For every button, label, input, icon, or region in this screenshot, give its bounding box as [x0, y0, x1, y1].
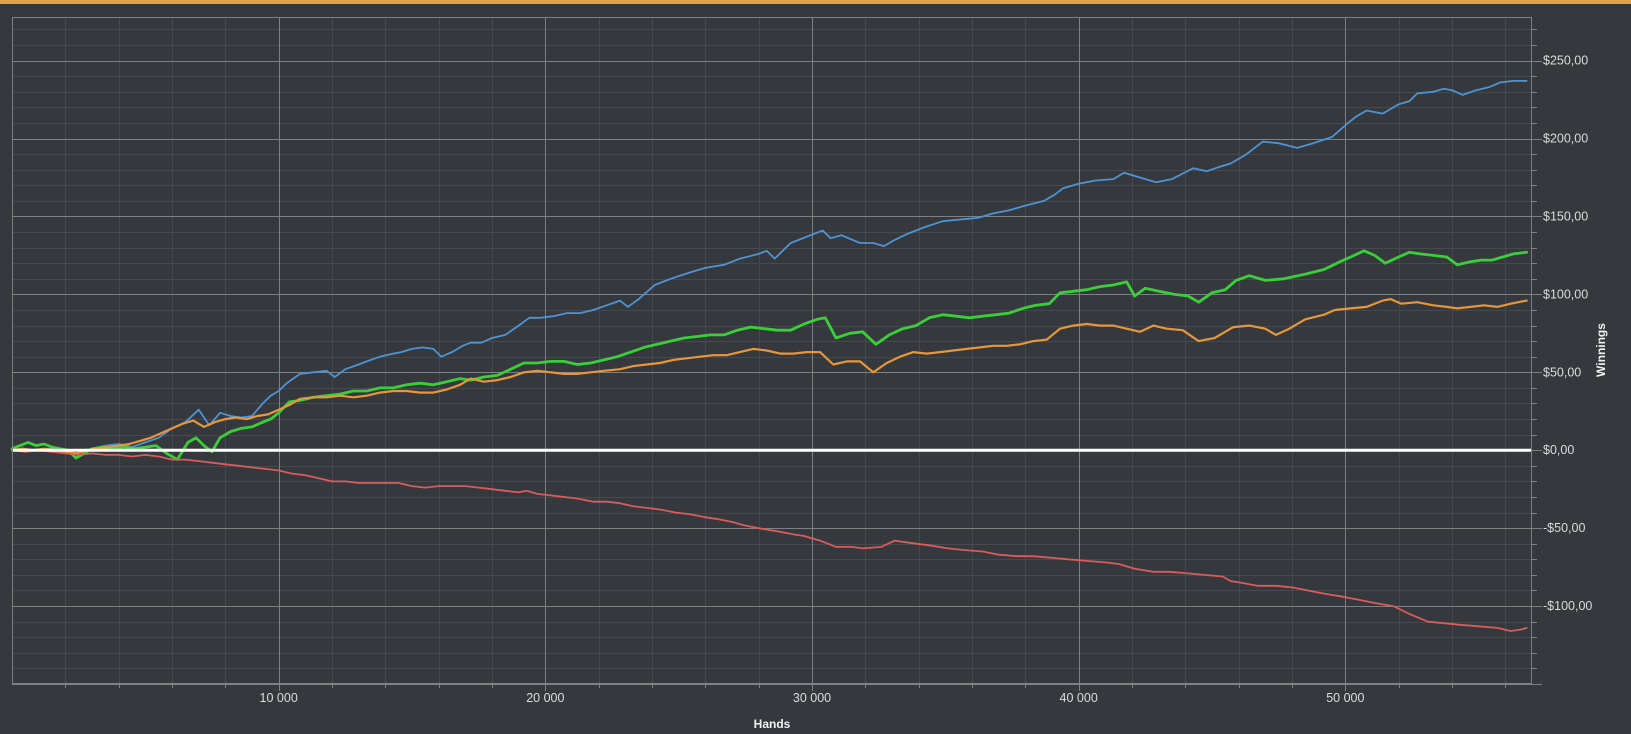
x-axis-title: Hands [753, 717, 791, 731]
y-tick-label: -$100,00 [1543, 599, 1592, 613]
x-tick-label: 40 000 [1060, 691, 1098, 705]
grid-minor [12, 17, 1532, 684]
y-tick-label: $100,00 [1543, 287, 1588, 301]
y-axis-title: Winnings [1594, 323, 1608, 377]
plot-border [12, 17, 1532, 684]
series-orange-line [10, 298, 1528, 455]
x-tick-label: 20 000 [526, 691, 564, 705]
window-accent-bar [0, 0, 1631, 4]
axis-ticks [65, 29, 1542, 691]
series-blue-line [11, 80, 1528, 455]
y-tick-label: -$50,00 [1543, 521, 1585, 535]
series-red-line [11, 449, 1528, 632]
grid-major [12, 17, 1532, 685]
y-tick-label: $0,00 [1543, 443, 1574, 457]
series-green-line [10, 249, 1529, 462]
x-tick-label: 10 000 [260, 691, 298, 705]
x-tick-label: 50 000 [1326, 691, 1364, 705]
y-tick-label: $50,00 [1543, 365, 1581, 379]
y-tick-label: $150,00 [1543, 209, 1588, 223]
y-tick-label: $200,00 [1543, 132, 1588, 146]
x-tick-label: 30 000 [793, 691, 831, 705]
y-tick-label: $250,00 [1543, 54, 1588, 68]
